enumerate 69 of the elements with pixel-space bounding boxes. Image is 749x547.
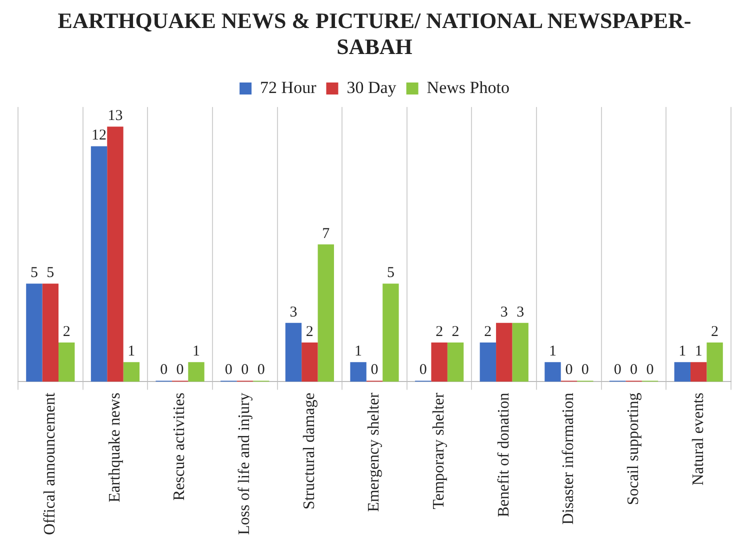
chart-title: EARTHQUAKE NEWS & PICTURE/ NATIONAL NEWSPAPER- SABAH — [56, 8, 692, 60]
bar — [285, 322, 302, 382]
x-tick-label: Offical announcement — [42, 392, 59, 535]
data-label: 12 — [92, 128, 107, 144]
x-tick-label: Loss of life and injury — [236, 392, 254, 535]
data-label: 2 — [484, 324, 492, 340]
data-label: 0 — [646, 362, 654, 378]
data-label: 0 — [257, 362, 265, 378]
bar — [674, 362, 690, 382]
bar — [690, 362, 707, 382]
bar — [350, 362, 366, 382]
data-label: 0 — [160, 362, 168, 378]
bar — [90, 146, 108, 382]
bar — [706, 342, 723, 382]
data-label: 13 — [108, 108, 123, 124]
legend-label: 30 Day — [346, 78, 397, 97]
data-label: 1 — [192, 344, 200, 360]
data-label: 2 — [62, 324, 70, 340]
x-tick-label: Disaster information — [560, 392, 578, 525]
data-label: 2 — [306, 324, 314, 340]
data-label: 0 — [581, 362, 589, 378]
x-tick-label: Emergency shelter — [366, 392, 383, 512]
data-label: 2 — [711, 324, 719, 340]
data-label: 0 — [630, 362, 638, 378]
bar — [512, 322, 528, 382]
data-label: 0 — [565, 362, 573, 378]
bar — [107, 126, 124, 382]
x-tick-label: Rescue activities — [171, 392, 188, 501]
data-label: 2 — [436, 324, 444, 340]
x-tick-label: Natural events — [690, 392, 707, 486]
x-tick-label: Earthquake news — [106, 392, 124, 502]
bar — [382, 284, 399, 382]
bar — [302, 342, 318, 382]
data-label: 3 — [290, 304, 298, 320]
data-label: 5 — [46, 265, 54, 282]
data-label: 0 — [419, 362, 427, 378]
data-label: 2 — [452, 324, 460, 340]
bar — [188, 362, 204, 382]
bar — [431, 342, 448, 382]
x-tick-label: Structural damage — [300, 392, 318, 510]
data-label: 3 — [500, 304, 508, 320]
data-label: 0 — [614, 362, 622, 378]
bar — [480, 342, 496, 382]
bar — [318, 244, 334, 382]
data-label: 0 — [241, 362, 249, 378]
bar — [447, 342, 464, 382]
data-label: 1 — [549, 344, 556, 360]
data-label: 1 — [128, 344, 136, 360]
bar — [58, 342, 75, 382]
x-tick-label: Benefit of donation — [495, 392, 512, 518]
data-label: 0 — [370, 362, 378, 378]
bar — [544, 362, 561, 382]
data-label: 1 — [354, 344, 362, 360]
data-label: 7 — [322, 226, 330, 242]
bar — [42, 284, 59, 382]
bar — [123, 362, 140, 382]
data-label: 1 — [678, 344, 686, 360]
data-label: 1 — [694, 344, 702, 360]
bar — [26, 284, 42, 382]
bar — [496, 322, 512, 382]
data-label: 5 — [30, 265, 38, 282]
legend-label: News Photo — [426, 78, 510, 97]
data-label: 3 — [516, 304, 524, 320]
data-label: 5 — [386, 265, 394, 282]
x-tick-label: Socail supporting — [624, 392, 642, 506]
data-label: 0 — [224, 362, 232, 378]
data-label: 0 — [176, 362, 184, 378]
x-tick-label: Temporary shelter — [430, 392, 448, 510]
legend-label: 72 Hour — [260, 78, 317, 97]
